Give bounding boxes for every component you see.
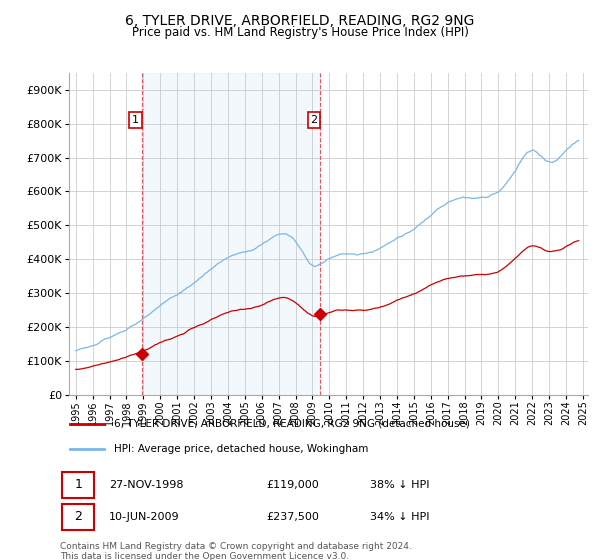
Text: 27-NOV-1998: 27-NOV-1998	[109, 480, 184, 490]
Bar	[142, 73, 320, 395]
Text: 34% ↓ HPI: 34% ↓ HPI	[370, 512, 430, 522]
Text: 6, TYLER DRIVE, ARBORFIELD, READING, RG2 9NG: 6, TYLER DRIVE, ARBORFIELD, READING, RG2…	[125, 14, 475, 28]
Text: 1: 1	[132, 115, 139, 125]
Text: 6, TYLER DRIVE, ARBORFIELD, READING, RG2 9NG (detached house): 6, TYLER DRIVE, ARBORFIELD, READING, RG2…	[114, 419, 470, 429]
Text: £119,000: £119,000	[266, 480, 319, 490]
Text: 10-JUN-2009: 10-JUN-2009	[109, 512, 180, 522]
Text: 2: 2	[311, 115, 317, 125]
FancyBboxPatch shape	[62, 504, 94, 530]
Text: Contains HM Land Registry data © Crown copyright and database right 2024.
This d: Contains HM Land Registry data © Crown c…	[60, 542, 412, 560]
Text: Price paid vs. HM Land Registry's House Price Index (HPI): Price paid vs. HM Land Registry's House …	[131, 26, 469, 39]
Text: HPI: Average price, detached house, Wokingham: HPI: Average price, detached house, Woki…	[114, 444, 368, 454]
Text: £237,500: £237,500	[266, 512, 320, 522]
Text: 2: 2	[74, 510, 82, 524]
Text: 1: 1	[74, 478, 82, 492]
FancyBboxPatch shape	[62, 472, 94, 498]
Text: 38% ↓ HPI: 38% ↓ HPI	[370, 480, 430, 490]
